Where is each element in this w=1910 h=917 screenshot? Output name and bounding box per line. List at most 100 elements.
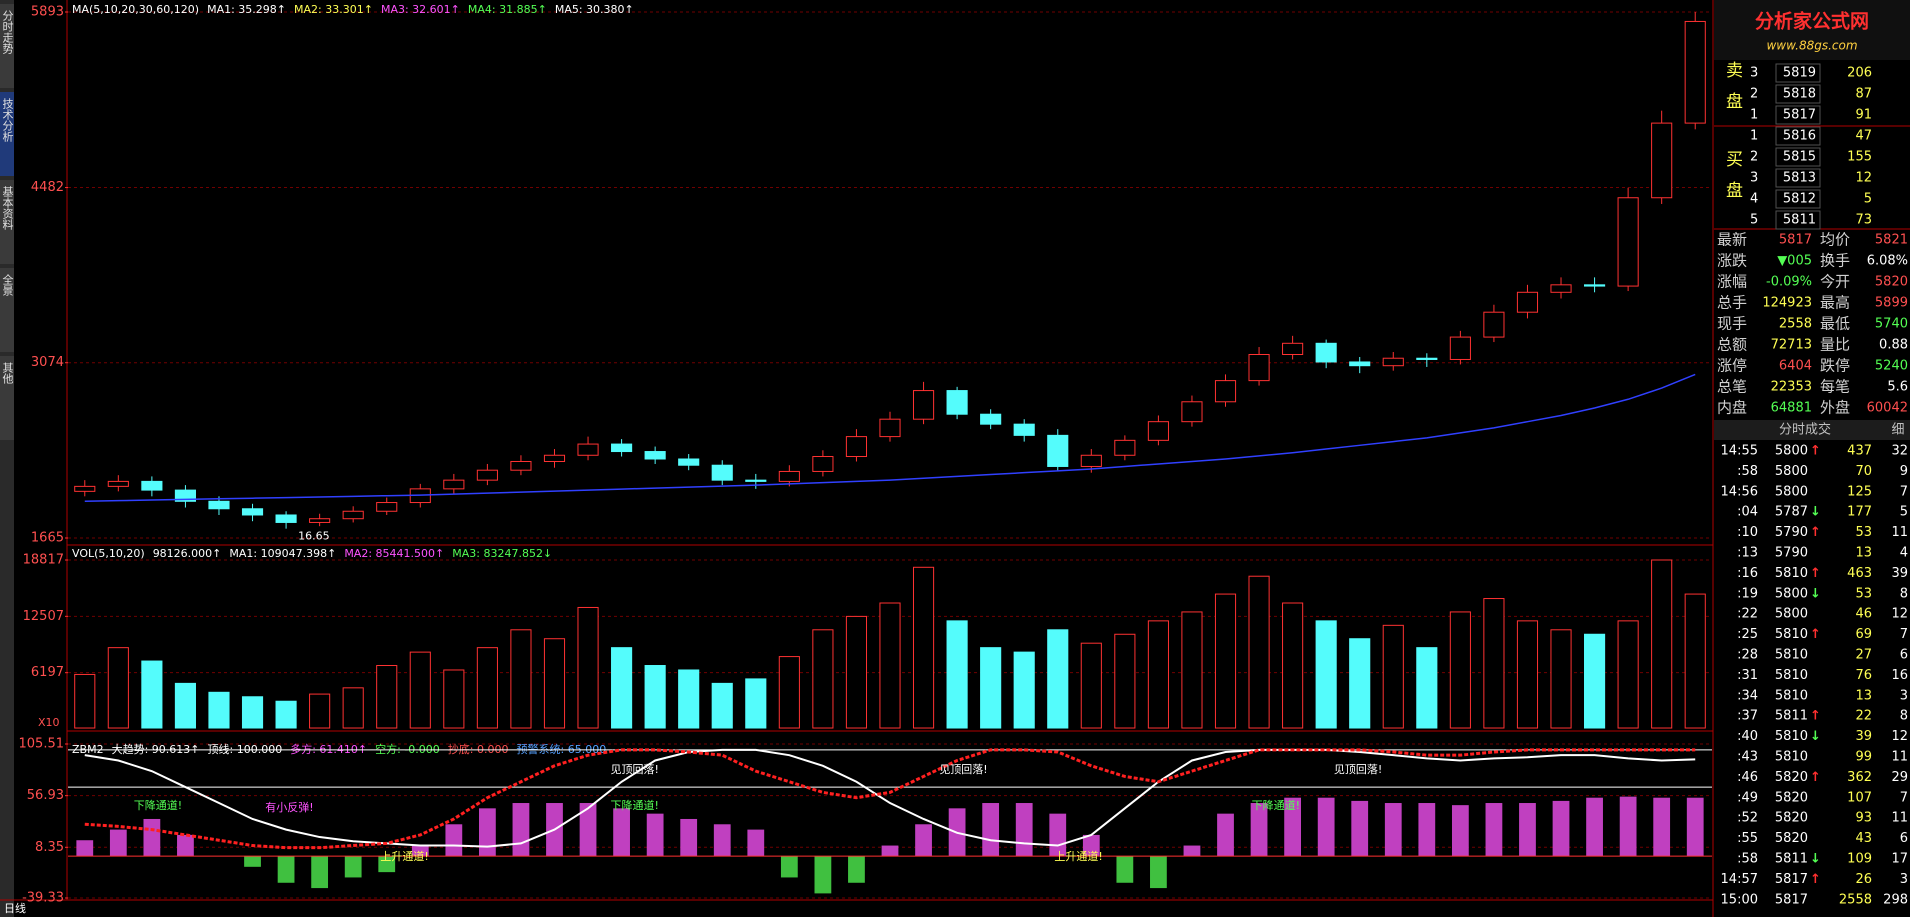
histogram-bar <box>411 845 429 857</box>
y-tick-label: 4482 <box>31 180 64 195</box>
book-volume: 87 <box>1855 87 1872 102</box>
histogram-bar <box>881 845 899 857</box>
histogram-bar <box>646 813 664 857</box>
book-volume: 12 <box>1855 171 1872 186</box>
trade-count: 4 <box>1900 546 1908 561</box>
indicator-header: 顶线: 100.000 <box>208 742 283 756</box>
scale-label: X10 <box>38 716 60 729</box>
stat-label: 跌停 <box>1820 357 1850 375</box>
indicator-header: MA2: 33.301↑ <box>294 3 373 16</box>
volume-bar <box>1248 575 1270 729</box>
signal-label: 上升通道! <box>380 849 428 863</box>
stat-label: 外盘 <box>1820 399 1850 417</box>
side-tab[interactable] <box>0 180 14 264</box>
trade-time: :13 <box>1737 546 1758 561</box>
trade-time: :10 <box>1737 525 1758 540</box>
stat-value: 0.88 <box>1879 338 1908 353</box>
side-tab-label[interactable]: 全景 <box>1 273 14 296</box>
side-tab[interactable] <box>0 4 14 88</box>
candle-body <box>1382 357 1404 367</box>
candle-body <box>1584 284 1606 287</box>
indicator-header: 98126.000↑ <box>153 547 222 560</box>
side-tab[interactable] <box>0 356 14 440</box>
volume-bar <box>476 647 498 729</box>
volume-bar <box>409 651 431 729</box>
trade-price: 5811 <box>1775 852 1808 867</box>
indicator-header: MA3: 83247.852↓ <box>452 547 552 560</box>
histogram-bar <box>613 808 630 857</box>
trade-arrow: ↑ <box>1810 709 1821 724</box>
trade-count: 8 <box>1900 709 1908 724</box>
trades-tab[interactable]: 分时成交 <box>1779 422 1831 438</box>
stat-label: 换手 <box>1820 252 1850 270</box>
book-volume: 73 <box>1855 213 1872 228</box>
candle-body <box>275 514 297 523</box>
trade-price: 5800 <box>1775 586 1808 601</box>
candle-body <box>543 454 566 462</box>
trade-arrow: ↑ <box>1810 872 1821 887</box>
trade-volume: 53 <box>1855 586 1872 601</box>
histogram-bar <box>479 808 496 857</box>
volume-bar <box>644 665 666 729</box>
book-price: 5812 <box>1783 192 1816 207</box>
stat-label: 今开 <box>1820 273 1850 291</box>
histogram-bar <box>344 856 362 878</box>
detail-tab[interactable]: 细 <box>1891 423 1904 438</box>
stat-value: 5820 <box>1875 275 1908 290</box>
candle-body <box>208 500 230 510</box>
histogram-bar <box>1485 803 1503 857</box>
trade-time: :58 <box>1737 464 1758 479</box>
candle-body <box>376 502 398 512</box>
histogram-bar <box>747 829 765 857</box>
stat-value: 124923 <box>1762 296 1812 311</box>
candle-body <box>174 489 196 502</box>
trade-time: 15:00 <box>1721 892 1758 907</box>
volume-bar <box>879 602 901 729</box>
candle-body <box>141 480 163 491</box>
candle-body <box>879 418 901 438</box>
histogram-bar <box>814 856 832 894</box>
tab-bar <box>1714 420 1910 440</box>
stat-value: 6404 <box>1779 359 1812 374</box>
side-tab-label[interactable]: 基本资料 <box>1 186 14 231</box>
side-tab-label[interactable]: 技术分析 <box>1 98 14 143</box>
y-tick-label: 3074 <box>31 355 64 370</box>
candle-body <box>241 508 264 516</box>
volume-bar <box>1449 611 1471 729</box>
price-cell <box>1775 210 1821 230</box>
candle-body <box>1080 454 1102 467</box>
volume-bar <box>1584 633 1606 729</box>
trade-price: 5800 <box>1775 464 1808 479</box>
histogram-bar <box>244 856 261 867</box>
book-price: 5811 <box>1783 213 1816 228</box>
book-level: 5 <box>1750 213 1758 228</box>
side-tab[interactable] <box>0 92 14 176</box>
book-level: 2 <box>1750 87 1758 102</box>
indicator-line <box>84 748 1696 850</box>
candle-body <box>342 510 364 520</box>
trade-count: 9 <box>1900 464 1908 479</box>
volume-bar <box>1013 651 1035 729</box>
trade-price: 5810 <box>1775 750 1808 765</box>
volume-bar <box>1147 620 1169 729</box>
trade-volume: 27 <box>1855 648 1872 663</box>
signal-label: 有小反弹! <box>265 800 313 814</box>
histogram-bar <box>982 803 1000 857</box>
side-tab-label[interactable]: 分时走势 <box>1 10 14 54</box>
volume-bar <box>74 673 96 729</box>
histogram-bar <box>109 829 127 857</box>
histogram-bar <box>1552 800 1570 857</box>
side-tab[interactable] <box>0 268 14 352</box>
period-label: 日线 <box>4 901 26 915</box>
y-tick-label: 6197 <box>31 665 64 680</box>
trade-volume: 43 <box>1855 831 1872 846</box>
trade-arrow: ↑ <box>1810 566 1821 581</box>
histogram-bar <box>143 818 161 857</box>
trade-count: 29 <box>1891 770 1908 785</box>
trade-count: 12 <box>1891 607 1908 622</box>
side-tab-label[interactable]: 其他 <box>1 362 14 384</box>
signal-label: 下降通道! <box>134 798 182 812</box>
volume-bar <box>275 700 297 729</box>
